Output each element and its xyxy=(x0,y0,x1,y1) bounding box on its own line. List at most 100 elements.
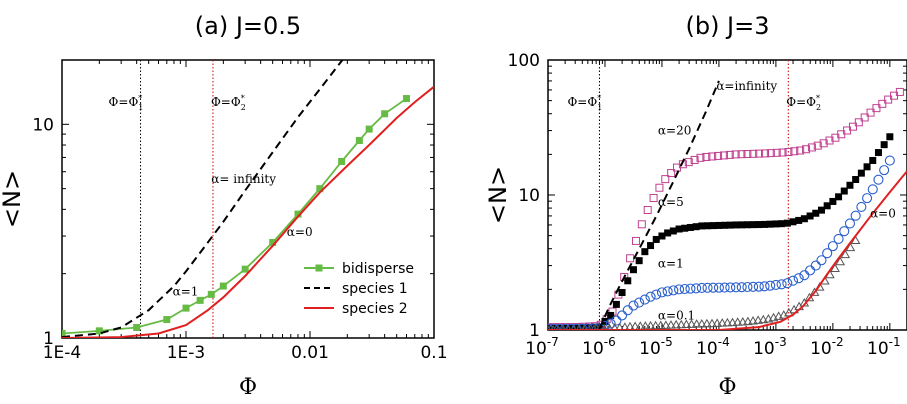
series-1-b-point xyxy=(708,282,719,293)
series-1-b-point xyxy=(719,282,730,293)
x-tick-label-b: 10-4 xyxy=(696,335,730,359)
series-1-b-point xyxy=(822,248,833,259)
series-1-b-point xyxy=(753,281,764,292)
series-20-b-point xyxy=(661,175,670,184)
series-5-b-point xyxy=(840,187,848,195)
series-1-b-point xyxy=(673,284,685,295)
series-5-b-point xyxy=(618,288,626,296)
series-5-b-point xyxy=(772,220,780,228)
series-0-1-b-point xyxy=(722,317,733,327)
series-5-b-point xyxy=(721,221,729,229)
x-tick-exp-b: -6 xyxy=(604,335,616,349)
series-5-b-point xyxy=(726,221,734,229)
x-tick-exp-b: -2 xyxy=(832,335,844,349)
series-20-b-point xyxy=(878,99,887,108)
series-5-b-point xyxy=(715,221,723,229)
annotation-20-b: α=20 xyxy=(658,124,691,138)
series-5-b-point xyxy=(561,324,569,330)
series-5-b-point xyxy=(669,227,677,235)
vline-label-1-b: Φ=Φ* 1 xyxy=(567,94,602,112)
series-0-1-b-point xyxy=(661,320,671,329)
vline-label-sub-b: 1 xyxy=(597,103,602,112)
series-5-b-point xyxy=(846,181,854,189)
x-tick-label-b: 10-3 xyxy=(753,335,787,359)
series-1-b-point xyxy=(873,174,884,185)
series-1-b-point xyxy=(611,315,622,326)
x-tick-base-b: 10 xyxy=(582,339,604,359)
series-species-2-a-line xyxy=(62,85,434,338)
series-0-1-b-point xyxy=(650,320,661,330)
x-axis-label-a: Φ xyxy=(239,375,257,400)
legend-a: bidisperse species 1 species 2 xyxy=(304,261,414,317)
series-1-b-point xyxy=(622,305,633,316)
series-5-b-point xyxy=(578,324,586,330)
series-5-b-point xyxy=(817,206,825,214)
series-bidisperse-a-point xyxy=(355,137,363,145)
y-tick-label-b: 10 xyxy=(518,186,540,206)
vline-label-main-a: Φ=Φ xyxy=(211,95,241,109)
series-0-1-b-point xyxy=(748,315,758,325)
series-1-b-point xyxy=(725,282,736,293)
series-5-b-point xyxy=(783,219,791,227)
series-5-b-point xyxy=(567,324,575,330)
y-tick-label-b: 1 xyxy=(529,321,540,341)
series-bidisperse-a-point xyxy=(365,125,373,133)
series-20-b-point xyxy=(620,273,629,282)
panel-b: (b) J=310-7 10-6 10-5 10-4 10-3 10-2 10-111010… xyxy=(484,12,907,400)
series-20-b-point xyxy=(714,151,723,160)
legend-label-species-1-a: species 1 xyxy=(342,281,408,297)
series-5-b-point xyxy=(732,221,740,229)
series-bidisperse-a-point xyxy=(241,265,249,273)
x-tick-exp-b: -3 xyxy=(775,335,787,349)
series-5-b-point xyxy=(823,202,831,210)
series-0-1-b-point xyxy=(681,319,692,329)
series-20-b-point xyxy=(690,155,699,164)
series-0-1-b-point xyxy=(686,319,697,328)
series-species-1-a xyxy=(62,60,344,338)
series-1-b-point xyxy=(787,275,799,286)
series-20-b-point xyxy=(655,183,664,192)
series-20-b-point xyxy=(649,193,658,202)
series-1-b-point xyxy=(827,241,838,252)
series-0-1-b-point xyxy=(707,318,717,328)
series-0-1-b-point xyxy=(732,317,743,326)
series-infinity-b-line xyxy=(598,80,720,330)
series-1-b-point xyxy=(730,282,742,293)
series-0-b xyxy=(548,170,907,330)
series-20-b-point xyxy=(731,150,740,159)
series-bidisperse-a-point xyxy=(182,304,190,312)
series-5-b-point xyxy=(835,193,843,201)
annotation-infinity-a: α= infinity xyxy=(211,172,276,186)
series-5-b-point xyxy=(738,221,746,229)
series-5-b-point xyxy=(755,221,763,229)
series-0-1-b-point xyxy=(845,242,856,252)
vline-label-sup-b: * xyxy=(816,94,820,103)
series-5-b-point xyxy=(629,266,637,274)
series-20-b-point xyxy=(755,149,764,158)
series-0-1-b-point xyxy=(596,324,603,330)
x-tick-label-b: 10-6 xyxy=(582,335,616,359)
series-5-b-point xyxy=(652,235,660,243)
series-5-b-point xyxy=(675,225,683,233)
x-tick-label-b: 10-2 xyxy=(810,335,844,359)
x-tick-base-b: 10 xyxy=(753,339,775,359)
series-5-b-point xyxy=(709,222,717,230)
series-0-1-b-point xyxy=(712,318,723,327)
series-5-b-point xyxy=(572,324,580,330)
series-1-b-point xyxy=(634,297,645,308)
series-1-b-point xyxy=(776,279,787,290)
legend-entry-species-1-a: species 1 xyxy=(304,281,408,297)
series-1-b-point xyxy=(662,286,673,297)
series-bidisperse-a-point xyxy=(95,327,103,335)
annotation-0-a: α=0 xyxy=(287,225,313,239)
series-20-b-point xyxy=(813,141,822,150)
series-1-b-point xyxy=(782,278,793,289)
y-tick-label-a: 10 xyxy=(32,115,54,135)
series-20-b-point xyxy=(772,148,781,157)
series-0-1-b-point xyxy=(737,316,748,326)
series-1-b-point xyxy=(862,193,873,204)
series-bidisperse-a-point xyxy=(133,323,141,331)
series-1-b-point xyxy=(685,283,696,294)
series-5-b-point xyxy=(647,242,655,250)
series-bidisperse-a-line xyxy=(62,97,408,335)
